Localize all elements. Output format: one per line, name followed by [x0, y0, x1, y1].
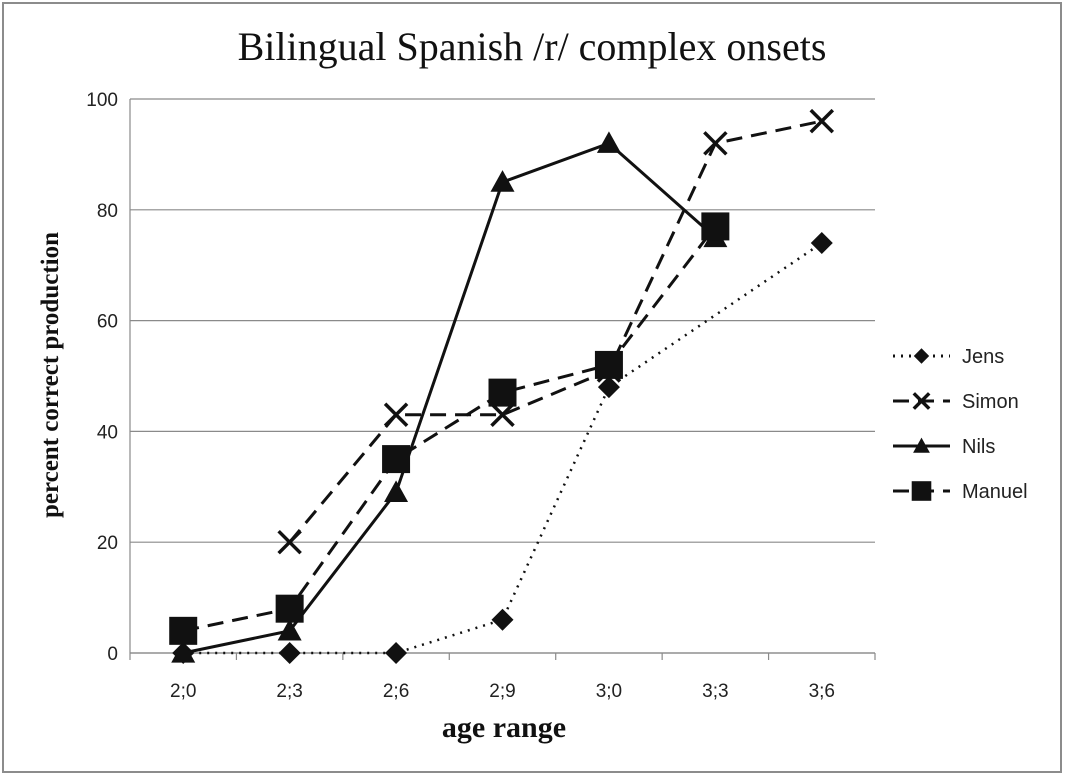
- manuel-point: [594, 350, 623, 379]
- y-tick-label: 100: [86, 90, 118, 111]
- legend-item-manuel: Manuel: [893, 481, 1028, 503]
- simon-point: [383, 402, 409, 428]
- legend-item-nils: Nils: [893, 436, 995, 458]
- manuel-point: [169, 616, 198, 645]
- x-tick-label: 2;3: [276, 681, 302, 702]
- legend: Jens Simon Nils Manuel: [893, 346, 1028, 503]
- nils-point: [596, 131, 621, 153]
- manuel-point: [275, 594, 304, 623]
- x-tick-label: 2;6: [383, 681, 409, 702]
- simon-point: [703, 131, 728, 156]
- nils-point: [384, 480, 409, 502]
- series-jens: [172, 232, 833, 664]
- jens-point: [278, 642, 301, 664]
- x-tick-label: 2;0: [170, 681, 196, 702]
- simon-point: [490, 402, 515, 428]
- x-tick-label: 3;6: [809, 681, 835, 702]
- x-tick-label: 2;9: [489, 681, 515, 702]
- x-axis-title: age range: [442, 711, 566, 744]
- y-tick-label: 20: [97, 533, 118, 554]
- legend-item-jens: Jens: [893, 346, 1004, 368]
- series-line-nils: [182, 141, 717, 655]
- manuel-point: [488, 378, 517, 407]
- x-tick-labels: 2;0 2;3 2;6 2;9 3;0 3;3 3;6: [170, 681, 835, 702]
- series-line-simon: [288, 119, 823, 544]
- series-nils: [171, 131, 728, 663]
- series-manuel: [169, 212, 730, 645]
- jens-point: [385, 642, 408, 664]
- chart-title: Bilingual Spanish /r/ complex onsets: [238, 24, 827, 69]
- legend-label: Simon: [962, 391, 1019, 413]
- legend-label: Nils: [962, 436, 995, 458]
- jens-point: [597, 376, 620, 399]
- jens-point: [491, 608, 514, 631]
- legend-marker: [913, 437, 930, 453]
- x-tick-label: 3;3: [702, 681, 728, 702]
- legend-label: Manuel: [962, 481, 1028, 503]
- simon-point: [277, 529, 302, 555]
- y-tick-labels: 0 20 40 60 80 100: [86, 90, 118, 665]
- series-group: [169, 108, 835, 664]
- nils-point: [171, 641, 196, 663]
- legend-label: Jens: [962, 346, 1004, 368]
- y-tick-label: 0: [107, 644, 118, 665]
- jens-point: [810, 232, 833, 255]
- nils-point: [277, 618, 302, 641]
- legend-item-simon: Simon: [893, 391, 1019, 413]
- series-line-jens: [183, 242, 823, 655]
- legend-marker: [911, 481, 932, 501]
- y-tick-label: 80: [97, 201, 118, 222]
- gridlines: [129, 98, 876, 660]
- legend-marker: [913, 348, 930, 364]
- legend-marker: [912, 392, 931, 410]
- series-line-manuel: [182, 225, 717, 633]
- manuel-point: [701, 212, 730, 241]
- series-simon: [277, 108, 835, 555]
- x-tick-label: 3;0: [596, 681, 622, 702]
- simon-point: [809, 108, 835, 134]
- manuel-point: [382, 445, 411, 474]
- nils-point: [490, 170, 515, 192]
- y-tick-label: 60: [97, 312, 118, 333]
- y-tick-label: 40: [97, 422, 118, 443]
- y-axis-title: percent correct production: [37, 232, 64, 518]
